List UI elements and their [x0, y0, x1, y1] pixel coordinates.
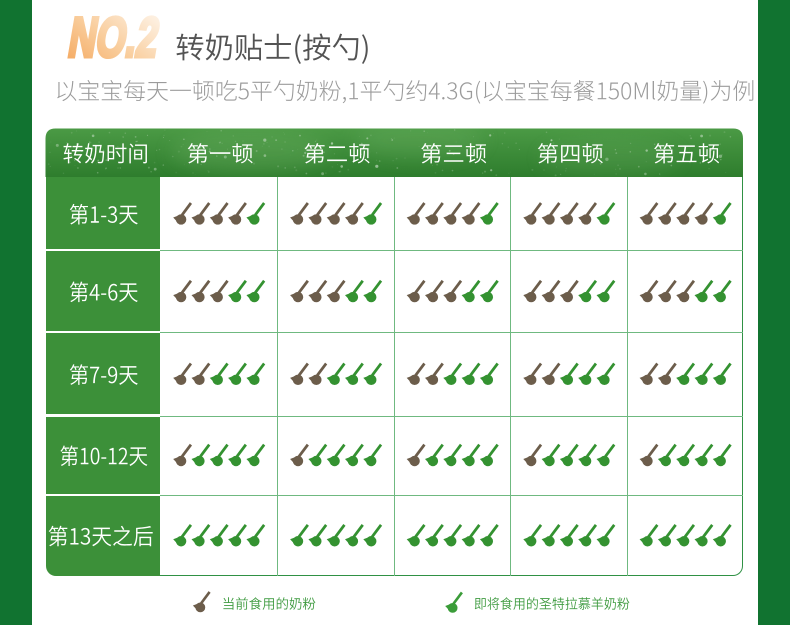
svg-text:NO.2: NO.2 — [64, 7, 163, 70]
